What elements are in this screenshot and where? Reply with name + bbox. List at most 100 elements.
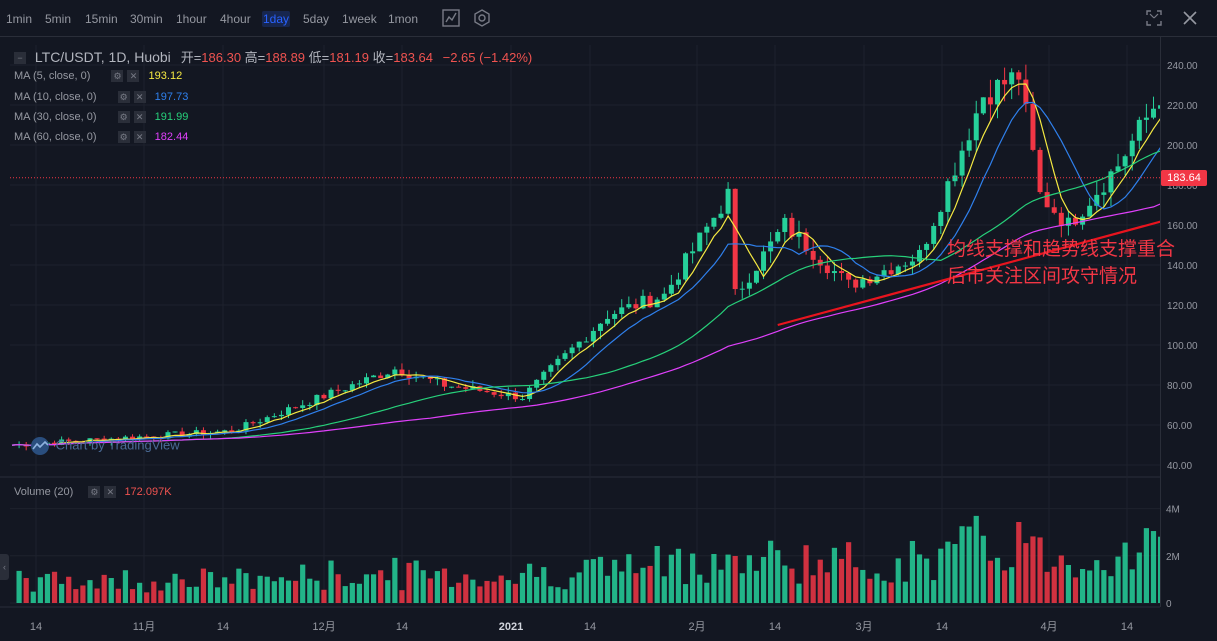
timeframe-1day[interactable]: 1day — [262, 11, 291, 27]
volume-bar — [1143, 528, 1149, 603]
volume-bar — [1157, 536, 1160, 603]
candle-body — [406, 375, 412, 379]
close-icon[interactable]: ✕ — [133, 111, 146, 124]
watermark: Chart by TradingView — [28, 437, 180, 455]
volume-bar — [328, 560, 334, 603]
candle-body — [569, 347, 575, 354]
price-chart[interactable]: 14 11月 14 12月 14 2021 14 2月 14 3月 14 4月 14 — [0, 36, 1160, 641]
settings-icon[interactable] — [471, 8, 493, 28]
x-tick-label: 3月 — [855, 621, 872, 633]
timeframe-5min[interactable]: 5min — [45, 12, 72, 26]
volume-bar — [924, 558, 930, 603]
volume-bar — [966, 526, 972, 603]
close-icon[interactable] — [1179, 8, 1201, 28]
timeframe-4hour[interactable]: 4hour — [220, 12, 251, 26]
candle-body — [278, 414, 284, 417]
volume-bar — [633, 573, 639, 603]
volume-bar — [945, 541, 951, 603]
timeframe-5day[interactable]: 5day — [303, 12, 330, 26]
candle-body — [810, 250, 816, 260]
collapse-legend-icon[interactable]: − — [14, 52, 26, 65]
volume-bar — [1129, 569, 1135, 603]
candle-body — [250, 422, 256, 424]
volume-bar — [853, 567, 859, 603]
candle-body — [1129, 140, 1135, 157]
candle-body — [364, 377, 369, 384]
ma10-label: MA (10, close, 0) — [14, 91, 97, 103]
volume-bar — [846, 542, 852, 603]
price-axis[interactable]: 40.00 60.00 80.00 100.00 120.00 140.00 160.00 1… — [1160, 36, 1217, 607]
candle-body — [895, 266, 901, 275]
candle-body — [122, 436, 128, 440]
candle-body — [286, 407, 292, 415]
volume-bar — [1072, 577, 1079, 603]
volume-bar — [739, 573, 745, 603]
candle-body — [1158, 105, 1160, 109]
settings-icon[interactable]: ⚙ — [117, 111, 130, 124]
close-icon[interactable]: ✕ — [133, 91, 146, 104]
ma30-legend: MA (30, close, 0) ⚙ ✕ 191.99 — [14, 111, 188, 124]
volume-tick-label: 0 — [1166, 599, 1172, 610]
volume-bar — [803, 545, 809, 603]
volume-label: Volume (20) — [14, 486, 74, 498]
timeframe-1mon[interactable]: 1mon — [388, 12, 419, 26]
volume-bar — [1051, 566, 1057, 603]
close-icon[interactable]: ✕ — [104, 486, 117, 499]
candle-body — [264, 417, 270, 423]
close-icon[interactable]: ✕ — [127, 70, 140, 83]
ma10-value: 197.73 — [154, 91, 189, 103]
candle-body — [761, 251, 767, 271]
volume-bar — [874, 573, 880, 603]
volume-bar — [1150, 531, 1157, 603]
candle-body — [966, 140, 972, 151]
volume-bar — [810, 575, 816, 603]
volume-bar — [690, 553, 696, 603]
settings-icon[interactable]: ⚙ — [117, 91, 130, 104]
timeframe-1min[interactable]: 1min — [6, 12, 33, 26]
candle-body — [860, 279, 866, 288]
side-panel-toggle[interactable]: ‹ — [0, 554, 9, 580]
candle-body — [874, 276, 880, 284]
candle-body — [980, 97, 986, 114]
candle-body — [995, 79, 1001, 105]
timeframe-1hour[interactable]: 1hour — [176, 12, 207, 26]
legend-title: − LTC/USDT, 1D, Huobi 开=186.30 高=188.89 … — [14, 47, 532, 66]
price-tick-label: 160.00 — [1167, 221, 1198, 232]
toolbar: 1min 5min 15min 30min 1hour 4hour 1day 5… — [0, 0, 1217, 37]
volume-bar — [420, 570, 426, 603]
price-tick-label: 180.00 — [1167, 181, 1198, 192]
volume-bar — [519, 572, 526, 603]
candle-body — [931, 225, 937, 244]
candle-body — [1073, 217, 1078, 225]
volume-bar — [349, 582, 355, 603]
volume-axis[interactable]: 0 2M 4M — [1160, 478, 1217, 610]
volume-bar — [1101, 570, 1107, 603]
settings-icon[interactable]: ⚙ — [111, 70, 124, 83]
settings-icon[interactable]: ⚙ — [88, 486, 101, 499]
timeframe-1week[interactable]: 1week — [342, 12, 377, 26]
settings-icon[interactable]: ⚙ — [117, 131, 130, 144]
volume-bar — [406, 562, 412, 603]
volume-bar — [44, 573, 51, 603]
volume-bar — [87, 580, 93, 603]
candle-body — [583, 341, 589, 343]
volume-bar — [576, 572, 582, 603]
candle-body — [746, 282, 752, 289]
indicator-icon[interactable] — [440, 8, 462, 28]
fullscreen-icon[interactable] — [1143, 8, 1165, 28]
volume-bar — [725, 554, 731, 603]
volume-bar — [959, 526, 965, 603]
low-label: 低= — [308, 50, 330, 65]
close-icon[interactable]: ✕ — [133, 131, 146, 144]
current-price-label: 183.64 — [1161, 169, 1207, 186]
volume-bar — [838, 558, 845, 603]
volume-bar — [505, 580, 511, 603]
volume-bar — [526, 563, 533, 603]
timeframe-30min[interactable]: 30min — [130, 12, 163, 26]
timeframe-15min[interactable]: 15min — [85, 12, 118, 26]
volume-bar — [441, 568, 448, 603]
volume-bar — [895, 558, 901, 603]
volume-bar — [534, 576, 540, 603]
ma60-value: 182.44 — [154, 131, 189, 143]
candle-body — [314, 394, 320, 405]
